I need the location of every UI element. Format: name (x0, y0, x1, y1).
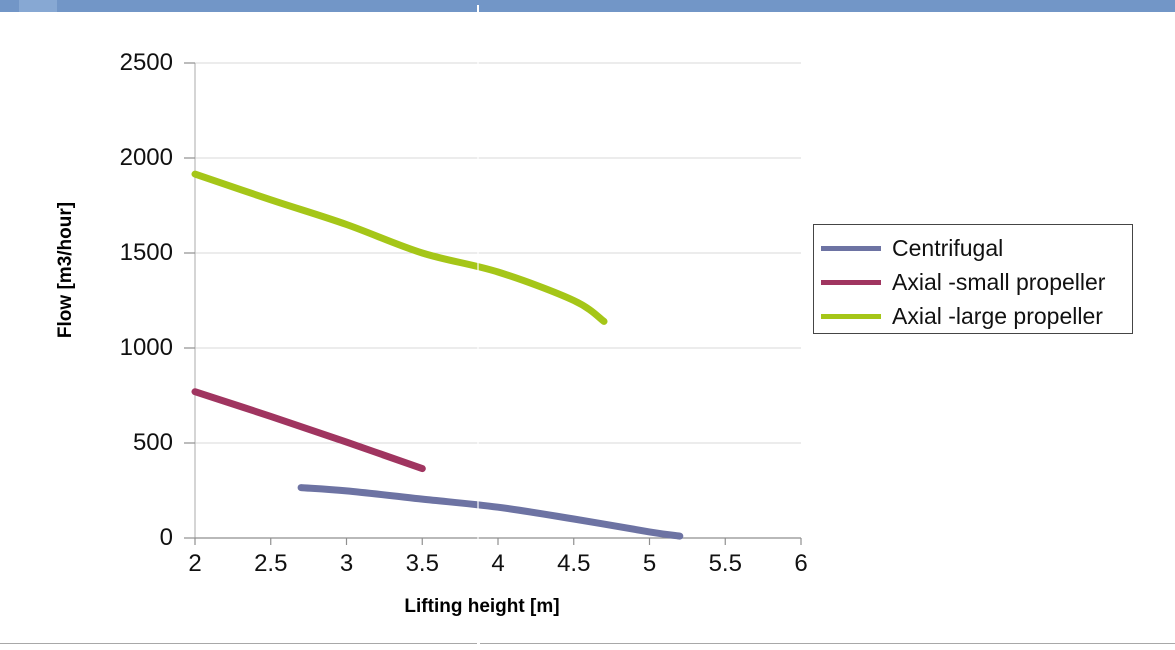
series-line-2 (191, 170, 608, 325)
legend-line-swatch (821, 313, 881, 319)
legend-item: Axial -large propeller (821, 299, 1132, 333)
legend-label: Axial -small propeller (892, 268, 1106, 295)
legend-line-swatch (821, 279, 881, 285)
screenshot-seam-gap (477, 643, 480, 644)
x-axis-title: Lifting height [m] (404, 596, 560, 617)
legend-item: Centrifugal (821, 231, 1132, 265)
legend-line-swatch (821, 245, 881, 251)
legend-item: Axial -small propeller (821, 265, 1132, 299)
legend-label: Centrifugal (892, 234, 1004, 261)
y-axis-title: Flow [m3/hour] (55, 201, 76, 339)
title-bar-accent (19, 0, 57, 12)
series-line-0 (297, 484, 684, 540)
chart-legend[interactable]: Centrifugal Axial -small propeller Axial… (813, 224, 1133, 334)
screenshot-seam-notch (477, 5, 479, 12)
bottom-divider-line (0, 643, 1175, 644)
screenshot-seam (477, 12, 479, 643)
window-title-bar[interactable] (0, 0, 1175, 12)
legend-label: Axial -large propeller (892, 302, 1103, 329)
series-line-1 (191, 388, 426, 473)
